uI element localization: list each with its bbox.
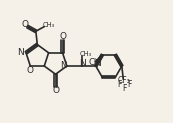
Text: N: N (79, 59, 86, 68)
Text: N: N (94, 59, 101, 68)
Text: O: O (21, 20, 28, 29)
Text: F: F (122, 84, 126, 93)
Text: CF₃: CF₃ (118, 76, 131, 85)
Text: F: F (117, 80, 121, 89)
Text: CH₃: CH₃ (43, 22, 55, 28)
Text: O: O (26, 66, 33, 75)
Text: O: O (52, 86, 59, 95)
Text: N: N (17, 48, 24, 57)
Text: O: O (59, 32, 66, 41)
Text: CH₃: CH₃ (80, 51, 92, 57)
Text: Cl: Cl (88, 58, 96, 67)
Text: F: F (127, 80, 131, 89)
Text: N: N (61, 61, 67, 70)
